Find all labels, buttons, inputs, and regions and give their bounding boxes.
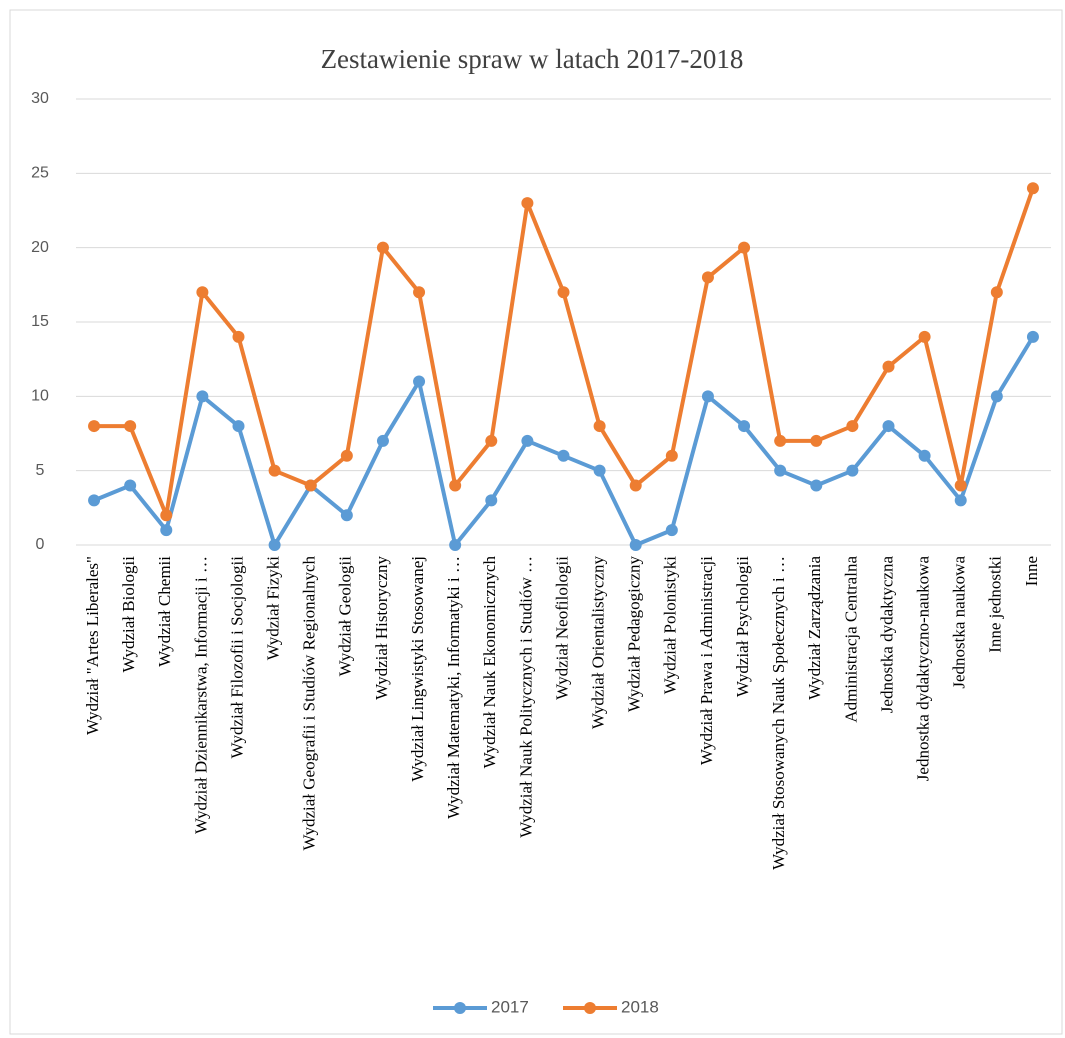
y-tick-label: 30 <box>31 90 49 107</box>
marker <box>521 197 534 210</box>
marker <box>918 330 931 343</box>
marker <box>810 434 823 447</box>
y-tick-label: 15 <box>31 313 49 330</box>
marker <box>232 420 245 433</box>
x-tick-label: Jednostka dydaktyczna <box>877 556 896 714</box>
marker <box>232 330 245 343</box>
marker <box>1026 182 1039 195</box>
marker <box>990 286 1003 299</box>
marker <box>485 494 498 507</box>
marker <box>738 420 751 433</box>
marker <box>1026 330 1039 343</box>
x-tick-label: Jednostka dydaktyczno-naukowa <box>914 556 933 782</box>
marker <box>774 464 787 477</box>
x-tick-label: Wydział Fizyki <box>264 556 283 661</box>
x-tick-label: Wydział Matematyki, Informatyki i … <box>444 556 463 819</box>
x-tick-label: Wydział Chemii <box>155 556 174 667</box>
legend-marker <box>454 1002 466 1014</box>
marker <box>160 524 173 537</box>
marker <box>665 524 678 537</box>
marker <box>160 509 173 522</box>
marker <box>196 286 209 299</box>
x-tick-label: Wydział Neofilologii <box>552 556 571 700</box>
marker <box>701 271 714 284</box>
x-tick-label: Wydział Biologii <box>119 556 138 673</box>
marker <box>846 420 859 433</box>
x-tick-label: Inne <box>1022 556 1041 586</box>
x-tick-label: Wydział "Artes Liberales" <box>83 556 102 735</box>
marker <box>629 539 642 551</box>
x-tick-label: Jednostka naukowa <box>950 556 969 689</box>
marker <box>124 479 137 492</box>
marker <box>376 241 389 254</box>
y-tick-label: 10 <box>31 388 49 405</box>
y-tick-label: 20 <box>31 239 49 256</box>
marker <box>557 286 570 299</box>
marker <box>196 390 209 403</box>
marker <box>954 479 967 492</box>
x-tick-label: Wydział Pedagogiczny <box>625 556 644 713</box>
marker <box>340 509 353 522</box>
marker <box>449 479 462 492</box>
marker <box>593 420 606 433</box>
marker <box>485 434 498 447</box>
marker <box>88 494 101 507</box>
legend-label: 2017 <box>491 997 529 1016</box>
x-tick-label: Wydział Prawa i Administracji <box>697 556 716 765</box>
x-tick-label: Wydział Filozofii i Socjologii <box>227 556 246 759</box>
marker <box>846 464 859 477</box>
marker <box>954 494 967 507</box>
marker <box>918 449 931 462</box>
marker <box>882 360 895 373</box>
x-tick-label: Wydział Lingwistyki Stosowanej <box>408 556 427 782</box>
marker <box>88 420 101 433</box>
y-tick-label: 0 <box>36 536 45 553</box>
marker <box>665 449 678 462</box>
x-tick-label: Wydział Nauk Ekonomicznych <box>480 556 499 769</box>
x-tick-label: Wydział Orientalistyczny <box>589 556 608 730</box>
marker <box>413 286 426 299</box>
x-tick-label: Wydział Geografii i Studiów Regionalnych <box>300 556 319 851</box>
x-tick-label: Wydział Historyczny <box>372 556 391 700</box>
marker <box>738 241 751 254</box>
marker <box>701 390 714 403</box>
marker <box>629 479 642 492</box>
marker <box>268 464 281 477</box>
x-tick-label: Wydział Psychologii <box>733 556 752 697</box>
x-tick-label: Wydział Polonistyki <box>661 556 680 695</box>
marker <box>304 479 317 492</box>
marker <box>340 449 353 462</box>
marker <box>268 539 281 551</box>
legend-label: 2018 <box>621 997 659 1016</box>
marker <box>449 539 462 551</box>
x-tick-label: Wydział Zarządzania <box>805 556 824 700</box>
x-tick-label: Inne jednostki <box>986 556 1005 653</box>
marker <box>810 479 823 492</box>
marker <box>593 464 606 477</box>
x-tick-label: Administracja Centralna <box>841 556 860 723</box>
x-tick-label: Wydział Stosowanych Nauk Społecznych i … <box>769 556 788 870</box>
marker <box>557 449 570 462</box>
marker <box>124 420 137 433</box>
chart-title: Zestawienie spraw w latach 2017-2018 <box>321 44 744 74</box>
x-tick-label: Wydział Dziennikarstwa, Informacji i … <box>191 556 210 834</box>
marker <box>774 434 787 447</box>
y-tick-label: 5 <box>36 462 45 479</box>
x-tick-label: Wydział Nauk Politycznych i Studiów … <box>516 556 535 838</box>
marker <box>521 434 534 447</box>
legend-marker <box>584 1002 596 1014</box>
y-tick-label: 25 <box>31 165 49 182</box>
marker <box>413 375 426 388</box>
x-tick-label: Wydział Geologii <box>336 556 355 677</box>
chart-border <box>9 9 1063 1035</box>
marker <box>990 390 1003 403</box>
marker <box>882 420 895 433</box>
marker <box>376 434 389 447</box>
